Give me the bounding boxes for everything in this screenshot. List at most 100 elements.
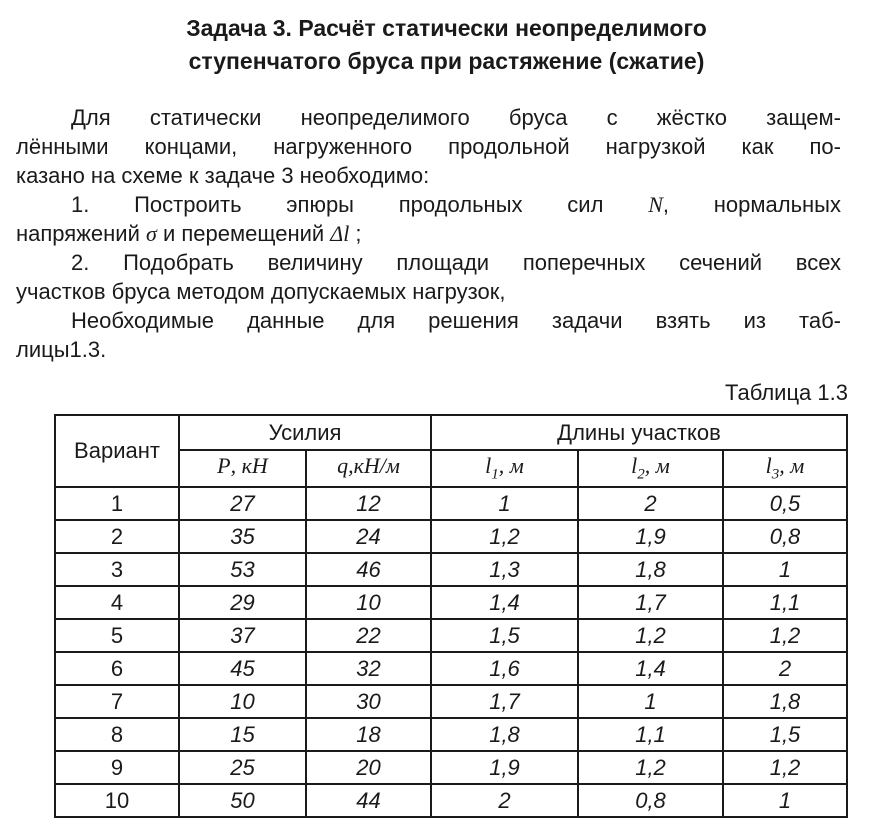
page-title: Задача 3. Расчёт статически неопределимо… bbox=[0, 12, 893, 78]
cell-value: 0,8 bbox=[577, 783, 724, 818]
cell-value: 25 bbox=[178, 750, 307, 785]
list-item-1-text-c: напряжений bbox=[16, 221, 146, 246]
cell-variant: 4 bbox=[54, 585, 180, 620]
cell-value: 22 bbox=[305, 618, 432, 653]
document-page: Задача 3. Расчёт статически неопределимо… bbox=[0, 12, 893, 840]
math-symbol-N: N bbox=[648, 192, 663, 217]
list-item-2-line-2: участков бруса методом допускаемых нагру… bbox=[16, 279, 506, 304]
paragraph-1-line-3: казано на схеме к задаче 3 необходимо: bbox=[16, 163, 430, 188]
cell-value: 1,2 bbox=[721, 618, 849, 653]
title-line-2: ступенчатого бруса при растяжение (сжати… bbox=[188, 48, 705, 74]
cell-value: 27 bbox=[178, 486, 307, 521]
table-row: 2 35 24 1,2 1,9 0,8 bbox=[54, 519, 849, 554]
table-header-row-1: Вариант Усилия Длины участков bbox=[54, 414, 849, 488]
cell-value: 1,7 bbox=[430, 684, 579, 719]
cell-value: 30 bbox=[305, 684, 432, 719]
cell-value: 1,8 bbox=[430, 717, 579, 752]
body-text: Для статически неопределимого бруса с жё… bbox=[16, 103, 841, 364]
cell-value: 1,2 bbox=[577, 618, 724, 653]
paragraph-2-line-1: Необходимые данные для решения задачи вз… bbox=[71, 308, 841, 333]
cell-value: 53 bbox=[178, 552, 307, 587]
cell-value: 1,4 bbox=[577, 651, 724, 686]
cell-variant: 6 bbox=[54, 651, 180, 686]
table-body: 1 27 12 1 2 0,5 2 35 24 1,2 1,9 0,8 3 53 46 1,3 1,8 1 4 29 1… bbox=[54, 486, 849, 818]
cell-value: 2 bbox=[721, 651, 849, 686]
list-item-1-text-a: 1. Построить эпюры продольных сил bbox=[71, 192, 649, 217]
table-row: 10 50 44 2 0,8 1 bbox=[54, 783, 849, 818]
cell-value: 1,5 bbox=[430, 618, 579, 653]
cell-value: 1,9 bbox=[577, 519, 724, 554]
list-item-1-text-e: ; bbox=[349, 221, 362, 246]
cell-value: 1,6 bbox=[430, 651, 579, 686]
paragraph-1-line-1: Для статически неопределимого бруса с жё… bbox=[71, 105, 841, 130]
col-header-l2: l2, м bbox=[577, 449, 724, 488]
table-row: 1 27 12 1 2 0,5 bbox=[54, 486, 849, 521]
cell-value: 10 bbox=[178, 684, 307, 719]
cell-value: 0,5 bbox=[721, 486, 849, 521]
cell-value: 0,8 bbox=[721, 519, 849, 554]
cell-variant: 2 bbox=[54, 519, 180, 554]
col-header-p: P, кН bbox=[178, 449, 307, 488]
cell-value: 32 bbox=[305, 651, 432, 686]
cell-value: 1,1 bbox=[577, 717, 724, 752]
cell-value: 1,7 bbox=[577, 585, 724, 620]
col-group-forces: Усилия bbox=[178, 414, 432, 451]
cell-value: 1,2 bbox=[721, 750, 849, 785]
cell-value: 45 bbox=[178, 651, 307, 686]
table-row: 6 45 32 1,6 1,4 2 bbox=[54, 651, 849, 686]
col-header-l1: l1, м bbox=[430, 449, 579, 488]
cell-value: 37 bbox=[178, 618, 307, 653]
col-group-lengths: Длины участков bbox=[429, 414, 849, 451]
cell-value: 1,8 bbox=[721, 684, 849, 719]
list-item-2-line-1: 2. Подобрать величину площади поперечных… bbox=[71, 250, 841, 275]
title-line-1: Задача 3. Расчёт статически неопределимо… bbox=[186, 15, 707, 41]
table-row: 7 10 30 1,7 1 1,8 bbox=[54, 684, 849, 719]
table-header-row-2: P, кН q,кН/м l1, м l2, м l3, м bbox=[55, 449, 849, 488]
table-header: Вариант Усилия Длины участков P, кН q,кН… bbox=[54, 414, 849, 488]
table-row: 8 15 18 1,8 1,1 1,5 bbox=[54, 717, 849, 752]
cell-value: 1,4 bbox=[430, 585, 579, 620]
cell-value: 1,2 bbox=[430, 519, 579, 554]
table-row: 9 25 20 1,9 1,2 1,2 bbox=[54, 750, 849, 785]
cell-value: 1,5 bbox=[721, 717, 849, 752]
cell-variant: 1 bbox=[54, 486, 180, 521]
cell-value: 1,8 bbox=[577, 552, 724, 587]
list-item-1-line-2: напряжений σ и перемещений Δl ; bbox=[16, 219, 841, 248]
cell-value: 10 bbox=[305, 585, 432, 620]
cell-value: 50 bbox=[178, 783, 307, 818]
list-item-1-text-d: и перемещений bbox=[156, 221, 331, 246]
col-header-q: q,кН/м bbox=[305, 449, 432, 488]
cell-value: 1,2 bbox=[577, 750, 724, 785]
cell-value: 2 bbox=[577, 486, 724, 521]
cell-value: 46 bbox=[305, 552, 432, 587]
paragraph-2-line-2: лицы1.3. bbox=[16, 337, 107, 362]
cell-value: 1 bbox=[721, 552, 849, 587]
cell-variant: 10 bbox=[54, 783, 180, 818]
cell-value: 2 bbox=[430, 783, 579, 818]
table-row: 5 37 22 1,5 1,2 1,2 bbox=[54, 618, 849, 653]
cell-value: 1 bbox=[721, 783, 849, 818]
math-symbol-sigma: σ bbox=[146, 221, 157, 246]
cell-value: 24 bbox=[305, 519, 432, 554]
cell-value: 18 bbox=[305, 717, 432, 752]
cell-variant: 5 bbox=[54, 618, 180, 653]
cell-variant: 9 bbox=[54, 750, 180, 785]
cell-variant: 3 bbox=[54, 552, 180, 587]
table-caption: Таблица 1.3 bbox=[725, 380, 848, 405]
cell-value: 1 bbox=[430, 486, 579, 521]
table-row: 3 53 46 1,3 1,8 1 bbox=[54, 552, 849, 587]
col-header-variant: Вариант bbox=[54, 414, 180, 488]
math-symbol-delta-l: Δl bbox=[330, 221, 350, 246]
cell-value: 12 bbox=[305, 486, 432, 521]
cell-variant: 7 bbox=[54, 684, 180, 719]
cell-value: 1,3 bbox=[430, 552, 579, 587]
cell-value: 20 bbox=[305, 750, 432, 785]
cell-value: 1 bbox=[577, 684, 724, 719]
col-header-l3: l3, м bbox=[721, 449, 849, 488]
cell-value: 1,1 bbox=[721, 585, 849, 620]
cell-value: 1,9 bbox=[430, 750, 579, 785]
list-item-1-line-1: 1. Построить эпюры продольных сил N, нор… bbox=[16, 190, 841, 219]
cell-value: 29 bbox=[178, 585, 307, 620]
cell-variant: 8 bbox=[54, 717, 180, 752]
paragraph-1-line-2: лёнными концами, нагруженного продольной… bbox=[16, 134, 841, 159]
